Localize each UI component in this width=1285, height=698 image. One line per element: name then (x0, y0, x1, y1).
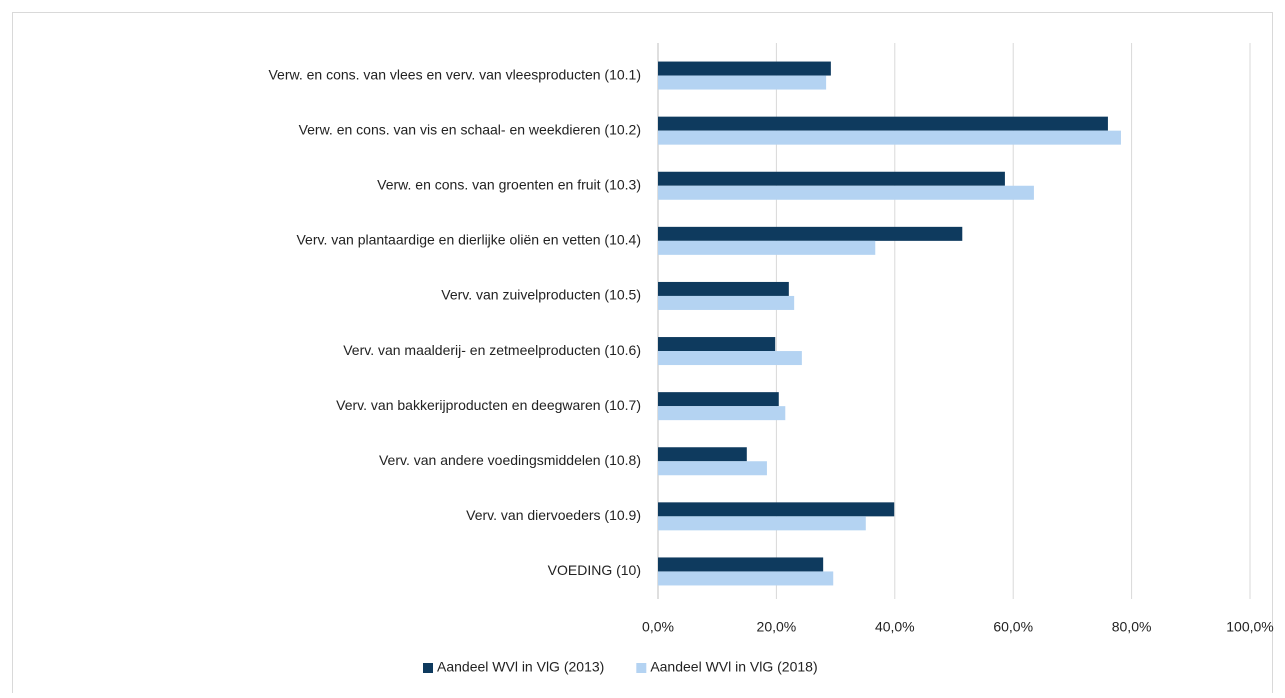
y-tick-label: Verv. van zuivelproducten (10.5) (441, 287, 641, 303)
bar (658, 406, 786, 421)
y-tick-label: VOEDING (10) (548, 562, 641, 578)
bar (658, 61, 831, 76)
bar (658, 351, 802, 366)
bar (658, 130, 1121, 145)
chart-border (12, 12, 1273, 698)
x-tick-label: 80,0% (1112, 619, 1152, 635)
bar (658, 557, 824, 572)
legend-label: Aandeel WVl in VlG (2018) (650, 659, 817, 675)
x-tick-label: 20,0% (757, 619, 797, 635)
bar (658, 337, 776, 352)
bar (658, 75, 827, 90)
x-tick-label: 0,0% (642, 619, 674, 635)
bar (658, 295, 795, 310)
y-tick-label: Verv. van bakkerijproducten en deegwaren… (336, 397, 641, 413)
bar (658, 281, 789, 296)
bar (658, 571, 834, 586)
legend-swatch (636, 663, 647, 673)
y-tick-label: Verv. van plantaardige en dierlijke olië… (296, 232, 641, 248)
y-tick-label: Verv. van andere voedingsmiddelen (10.8) (379, 452, 641, 468)
x-tick-label: 40,0% (875, 619, 915, 635)
bar (658, 447, 747, 462)
legend-label: Aandeel WVl in VlG (2013) (437, 659, 604, 675)
y-tick-label: Verw. en cons. van vis en schaal- en wee… (299, 121, 641, 137)
bar (658, 116, 1108, 131)
y-tick-label: Verv. van diervoeders (10.9) (466, 507, 641, 523)
x-tick-label: 100,0% (1226, 619, 1273, 635)
y-tick-label: Verw. en cons. van vlees en verv. van vl… (268, 66, 641, 82)
bar (658, 516, 866, 531)
bar (658, 461, 767, 476)
bar (658, 185, 1034, 200)
y-tick-label: Verv. van maalderij- en zetmeelproducten… (343, 342, 641, 358)
bar (658, 240, 876, 255)
bar (658, 226, 963, 241)
bar (658, 392, 779, 407)
bar (658, 502, 895, 517)
bar (658, 171, 1005, 186)
x-tick-label: 60,0% (993, 619, 1033, 635)
y-tick-label: Verw. en cons. van groenten en fruit (10… (377, 176, 641, 192)
legend-swatch (423, 663, 433, 673)
